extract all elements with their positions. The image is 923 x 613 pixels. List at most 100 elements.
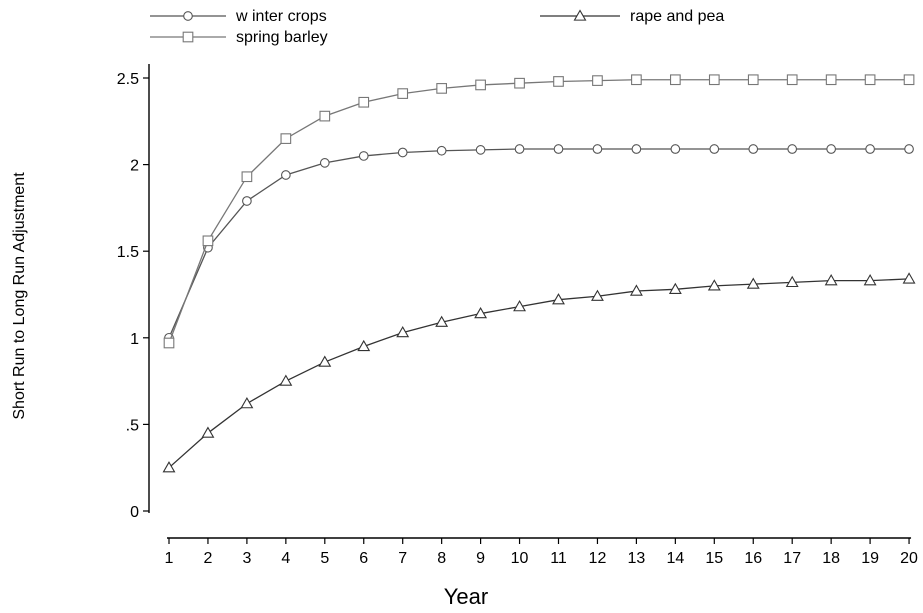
data-point — [397, 88, 409, 99]
data-point — [475, 145, 486, 155]
data-point — [552, 293, 565, 305]
legend-label: spring barley — [236, 29, 328, 46]
legend-marker — [573, 9, 587, 21]
x-tick-label: 9 — [476, 550, 485, 567]
data-point — [748, 144, 759, 154]
x-tick-label: 15 — [705, 550, 723, 567]
data-point — [709, 144, 720, 154]
y-axis-ticks: 0 .5 1 1.5 2 2.5 — [117, 71, 149, 521]
y-tick-label: 1.5 — [117, 244, 139, 261]
data-point — [397, 147, 408, 158]
data-point — [824, 274, 838, 286]
data-point — [785, 275, 799, 288]
x-tick-label: 14 — [666, 550, 684, 567]
data-point — [902, 272, 916, 284]
data-point — [708, 74, 720, 86]
x-tick-label: 3 — [242, 550, 251, 567]
data-point — [826, 144, 837, 154]
data-point — [396, 325, 410, 338]
data-point — [201, 426, 215, 438]
data-point — [435, 315, 449, 327]
data-point — [631, 74, 642, 86]
data-point — [747, 74, 759, 86]
legend-item: w inter crops — [150, 8, 327, 25]
legend-label: rape and pea — [630, 8, 724, 25]
data-point — [904, 144, 914, 154]
x-tick-label: 5 — [320, 550, 329, 567]
series-circle — [164, 144, 914, 343]
data-point — [281, 170, 291, 180]
data-point — [669, 74, 681, 86]
data-point — [863, 274, 877, 286]
x-tick-label: 2 — [203, 550, 212, 567]
data-point — [746, 277, 760, 289]
series-line — [168, 148, 910, 339]
x-tick-label: 7 — [398, 550, 407, 567]
x-tick-label: 8 — [437, 550, 446, 567]
legend: w inter crops spring barley rape and pea — [150, 8, 724, 46]
data-point — [279, 374, 293, 386]
data-point — [202, 235, 214, 247]
data-point — [513, 300, 526, 312]
data-point — [786, 74, 798, 86]
data-point — [514, 144, 525, 154]
data-point — [358, 151, 369, 161]
data-point — [825, 74, 837, 86]
x-tick-label: 20 — [900, 550, 918, 567]
data-point — [240, 397, 254, 409]
data-point — [553, 144, 564, 154]
data-point — [707, 279, 721, 291]
data-point — [629, 284, 643, 296]
data-point — [280, 133, 292, 144]
data-point — [903, 74, 915, 86]
x-tick-label: 17 — [783, 550, 801, 567]
axes: 0.511.522.5 1 2 3 4 5 6 7 8 9 10 11 12 13 14 15 16 17 18 1… — [117, 64, 918, 567]
legend-marker — [182, 31, 194, 43]
x-tick-label: 12 — [589, 550, 607, 567]
x-tick-label: 16 — [744, 550, 762, 567]
data-point — [357, 339, 371, 352]
data-point — [787, 144, 798, 154]
x-tick-label: 13 — [628, 550, 646, 567]
y-tick-label: .5 — [126, 417, 139, 434]
data-point — [668, 282, 682, 294]
x-tick-label: 11 — [550, 550, 567, 567]
data-point — [591, 289, 604, 301]
data-point — [592, 75, 603, 86]
data-point — [864, 74, 876, 86]
data-point — [553, 76, 564, 87]
data-point — [436, 145, 447, 156]
data-point — [670, 144, 681, 154]
x-axis-ticks: 1 2 3 4 5 6 7 8 9 10 11 12 13 14 15 16 17 18 19 20 — [165, 538, 918, 567]
series-square — [163, 74, 915, 349]
y-axis-title: Short Run to Long Run Adjustment — [11, 172, 28, 420]
x-axis-title: Year — [444, 584, 488, 609]
data-point — [475, 79, 486, 91]
series-triangle — [162, 272, 916, 473]
x-tick-label: 6 — [359, 550, 368, 567]
y-tick-label: 2.5 — [117, 71, 139, 88]
x-tick-label: 10 — [511, 550, 529, 567]
data-point — [319, 158, 330, 168]
plot-area — [162, 74, 916, 473]
data-point — [358, 96, 370, 108]
x-tick-label: 19 — [861, 550, 879, 567]
data-point — [162, 461, 176, 473]
x-tick-label: 4 — [281, 550, 290, 567]
data-point — [865, 144, 875, 154]
data-point — [319, 110, 331, 122]
legend-item: rape and pea — [540, 8, 724, 25]
data-point — [631, 144, 642, 154]
y-tick-label: 1 — [130, 331, 139, 348]
data-point — [318, 355, 332, 367]
data-point — [474, 306, 488, 319]
data-point — [514, 77, 525, 89]
legend-label: w inter crops — [235, 8, 327, 25]
x-tick-label: 18 — [822, 550, 840, 567]
data-point — [163, 337, 175, 349]
data-point — [241, 171, 253, 183]
series-line — [168, 79, 910, 344]
data-point — [436, 83, 448, 94]
legend-marker — [183, 11, 193, 21]
